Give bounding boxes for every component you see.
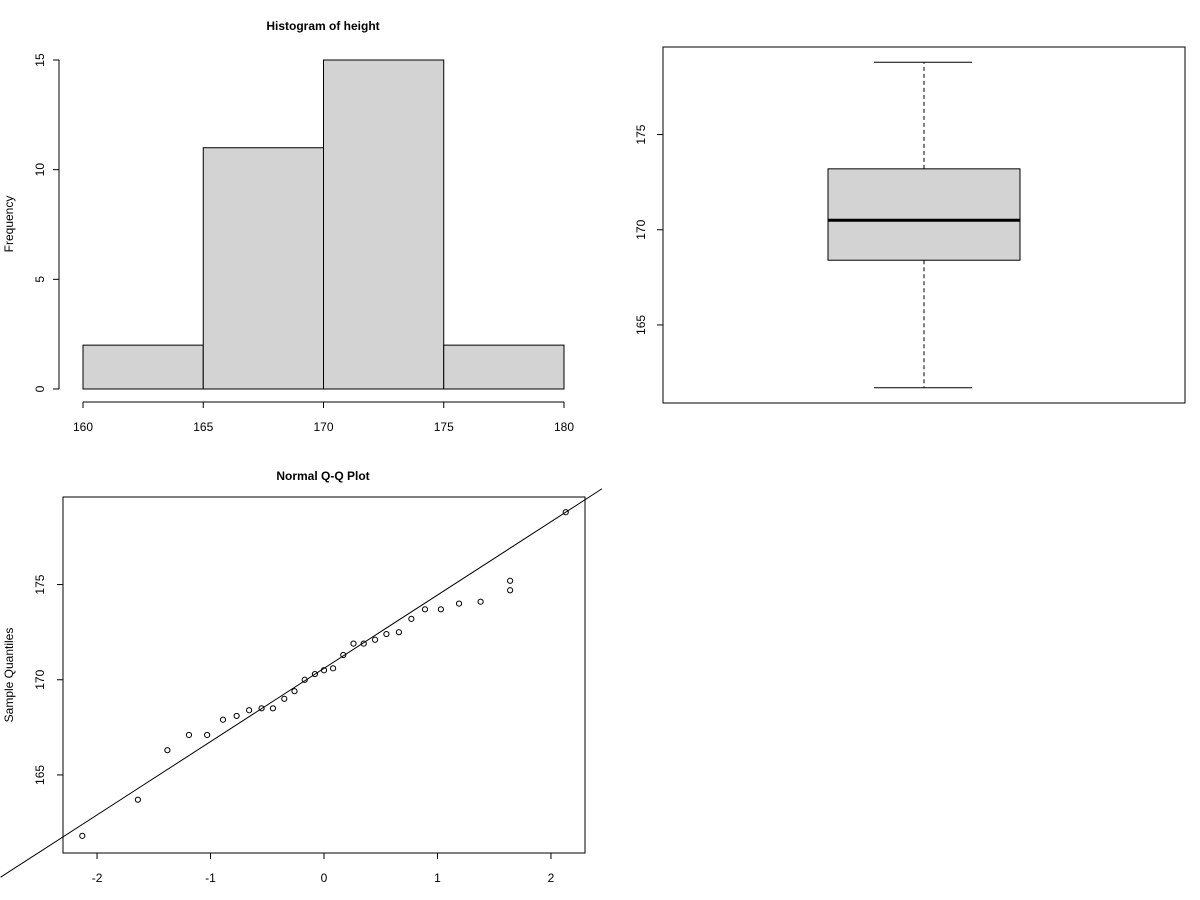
qq-point (134, 796, 141, 803)
histogram-y-tick-label: 15 (33, 53, 47, 67)
histogram-bar (82, 344, 204, 390)
qq-reference-line (0, 488, 603, 878)
qq-point (383, 630, 390, 638)
qq-x-tick-label: 1 (434, 871, 441, 885)
histogram-x-axis: 160 165 170 175 180 (73, 401, 574, 434)
qq-x-tick-label: -1 (205, 871, 216, 885)
histogram-bars (82, 59, 565, 390)
qq-point (507, 587, 514, 594)
histogram-title: Histogram of height (266, 19, 379, 33)
qq-point (311, 670, 319, 678)
qq-point (562, 509, 569, 516)
qq-x-tick-label: 2 (548, 871, 555, 885)
histogram-bar (443, 344, 565, 390)
boxplot-y-tick-label: 175 (634, 124, 648, 144)
qq-point (507, 577, 514, 584)
qq-point (246, 707, 253, 714)
qq-point (477, 598, 484, 605)
qq-point (185, 731, 193, 739)
qq-point (371, 636, 379, 643)
qq-point (329, 665, 337, 672)
histogram-panel: Histogram of height Frequency 160 165 170 1… (2, 19, 574, 434)
qq-point (340, 651, 347, 659)
qq-point (233, 712, 240, 720)
histogram-y-label: Frequency (2, 196, 16, 253)
qq-point (360, 640, 367, 647)
histogram-x-tick-label: 165 (193, 420, 213, 434)
qq-point (421, 606, 429, 613)
qq-points (79, 509, 569, 839)
histogram-x-tick-label: 170 (313, 420, 333, 434)
qq-point (320, 667, 328, 674)
boxplot-frame (662, 46, 1186, 404)
qq-point (79, 832, 86, 839)
qq-line (0, 488, 603, 878)
qq-y-label: Sample Quantiles (2, 628, 16, 723)
qq-point (455, 600, 463, 607)
histogram-y-tick-label: 10 (33, 163, 47, 177)
qq-x-tick-label: 0 (321, 871, 328, 885)
qq-point (301, 676, 308, 683)
qq-panel: Normal Q-Q Plot Sample Quantiles -2 -1 0 1 2… (0, 469, 603, 885)
histogram-bar (323, 59, 445, 390)
histogram-y-tick-label: 5 (33, 276, 47, 283)
qq-y-tick-label: 170 (33, 669, 47, 689)
histogram-x-tick-label: 175 (434, 420, 454, 434)
qq-y-tick-label: 175 (33, 574, 47, 594)
qq-point (408, 615, 415, 622)
qq-x-tick-label: -2 (92, 871, 103, 885)
histogram-x-tick-label: 180 (554, 420, 574, 434)
qq-y-tick-label: 165 (33, 765, 47, 785)
qq-y-axis: 165 170 175 (33, 574, 63, 785)
histogram-y-axis: 0 5 10 15 (33, 53, 60, 392)
boxplot-body (827, 61, 1021, 389)
qq-point (204, 731, 211, 739)
qq-point (258, 705, 265, 712)
boxplot-box (827, 168, 1021, 261)
qq-point (219, 716, 227, 723)
qq-point (437, 606, 444, 613)
qq-point (269, 705, 277, 712)
qq-point (350, 640, 357, 647)
qq-point (281, 695, 288, 702)
boxplot-y-axis: 165 170 175 (634, 124, 663, 335)
boxplot-y-tick-label: 170 (634, 219, 648, 239)
histogram-bar (202, 147, 324, 390)
histogram-y-tick-label: 0 (33, 385, 47, 392)
qq-title: Normal Q-Q Plot (276, 469, 369, 483)
qq-point (291, 688, 298, 695)
histogram-x-tick-label: 160 (73, 420, 93, 434)
boxplot-y-tick-label: 165 (634, 315, 648, 335)
qq-x-axis: -2 -1 0 1 2 (92, 853, 555, 885)
boxplot-panel: 165 170 175 (634, 46, 1186, 404)
qq-point (395, 629, 402, 636)
qq-point (164, 747, 171, 754)
